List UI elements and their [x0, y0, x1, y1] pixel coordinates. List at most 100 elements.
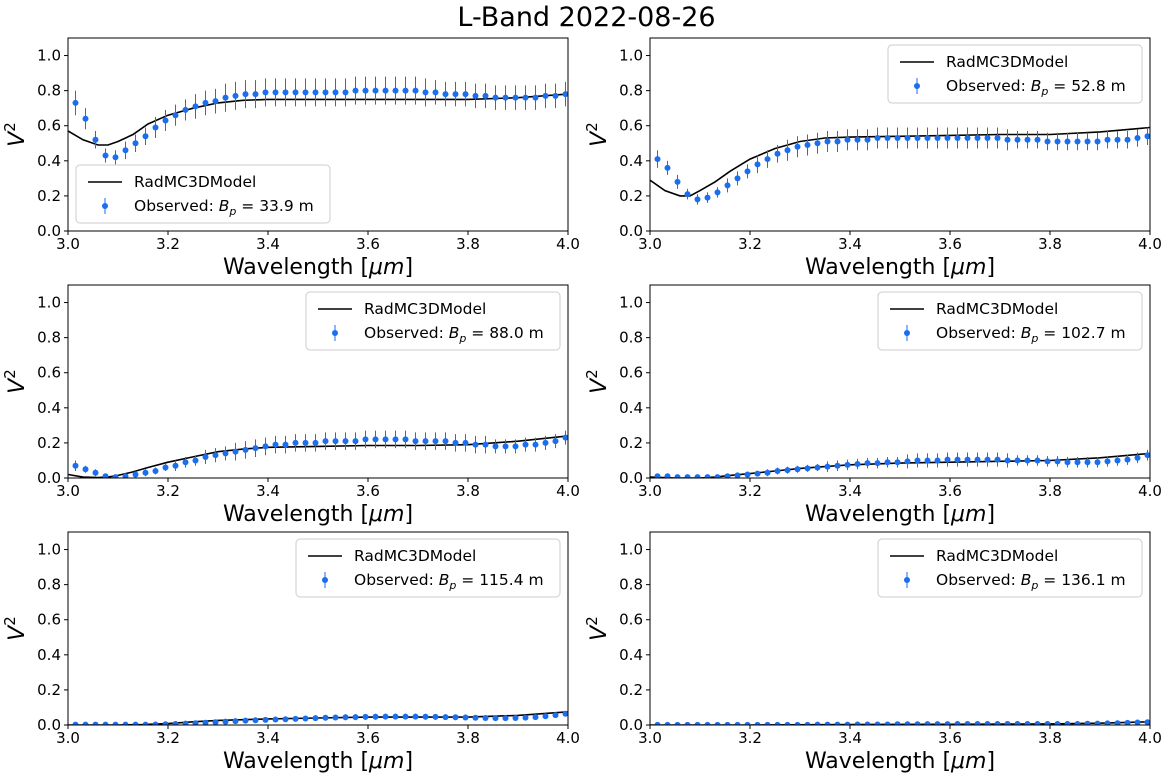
data-point [442, 714, 449, 721]
data-point [1094, 720, 1101, 725]
data-point [242, 91, 249, 98]
data-point [402, 713, 409, 720]
data-point [654, 721, 661, 725]
data-point [282, 716, 289, 723]
x-tick-label: 3.4 [838, 235, 862, 253]
legend-label-observed: Observed: Bp = 115.4 m [354, 571, 544, 592]
data-point [804, 142, 811, 149]
data-point [402, 87, 409, 94]
data-point [1054, 720, 1061, 725]
data-point [744, 721, 751, 725]
y-tick-label: 0.8 [37, 329, 61, 347]
data-point [102, 721, 109, 725]
data-point [1054, 138, 1061, 145]
data-point [704, 194, 711, 201]
data-point [482, 92, 489, 99]
legend: RadMC3DModel Observed: Bp = 88.0 m [305, 291, 561, 351]
data-point [272, 441, 279, 448]
data-point [794, 143, 801, 150]
x-tick-label: 3.4 [256, 729, 280, 747]
data-point [212, 452, 219, 459]
data-point [332, 89, 339, 96]
data-point [552, 92, 559, 99]
data-point [102, 473, 109, 478]
data-point [964, 135, 971, 142]
data-point [312, 439, 319, 446]
data-point [312, 89, 319, 96]
data-point [132, 471, 139, 478]
y-axis-label: V2 [583, 122, 612, 147]
data-point [1064, 720, 1071, 725]
data-point [1004, 457, 1011, 464]
data-point [1004, 136, 1011, 143]
data-point [252, 717, 259, 724]
x-tick-label: 3.2 [738, 482, 762, 500]
data-point [522, 714, 529, 721]
data-point [72, 99, 79, 106]
data-point [824, 138, 831, 145]
data-point [172, 720, 179, 725]
data-point [1084, 138, 1091, 145]
data-point [704, 474, 711, 478]
legend-marker-swatch [102, 203, 108, 209]
y-tick-label: 0.8 [37, 82, 61, 100]
x-tick-label: 4.0 [556, 235, 580, 253]
legend-label-observed: Observed: Bp = 52.8 m [946, 77, 1126, 98]
data-point [984, 720, 991, 725]
data-point [864, 136, 871, 143]
x-tick-label: 3.2 [738, 235, 762, 253]
legend-label-model: RadMC3DModel [134, 173, 256, 191]
data-point [502, 715, 509, 722]
y-tick-label: 0.8 [619, 82, 643, 100]
data-point [674, 721, 681, 725]
x-tick-label: 3.4 [838, 729, 862, 747]
legend-box [877, 291, 1143, 351]
data-point [302, 89, 309, 96]
data-point [492, 443, 499, 450]
data-point [934, 721, 941, 725]
data-point [684, 474, 691, 478]
data-point [432, 89, 439, 96]
subplot-4: 3.0 3.2 3.4 3.6 3.8 4.0 0.0 0.2 0.4 0.6 0.8 1.0 Wave… [583, 284, 1162, 527]
data-point [1104, 458, 1111, 465]
x-tick-label: 3.2 [156, 729, 180, 747]
data-point [874, 721, 881, 725]
data-point [924, 457, 931, 464]
data-point [764, 156, 771, 163]
data-point [372, 713, 379, 720]
data-point [974, 720, 981, 725]
data-point [694, 474, 701, 478]
y-tick-label: 0.0 [619, 716, 643, 734]
data-point [512, 714, 519, 721]
data-point [1094, 138, 1101, 145]
plot-area [68, 430, 568, 478]
data-point [192, 457, 199, 464]
data-point [202, 453, 209, 460]
legend: RadMC3DModel Observed: Bp = 136.1 m [877, 538, 1143, 598]
y-tick-label: 0.2 [619, 434, 643, 452]
data-point [734, 721, 741, 725]
data-point [1044, 458, 1051, 465]
data-point [502, 443, 509, 450]
y-axis-label: V2 [1, 122, 30, 147]
plot-area [650, 719, 1150, 725]
y-tick-label: 1.0 [37, 47, 61, 65]
data-point [1024, 457, 1031, 464]
x-tick-label: 3.4 [256, 482, 280, 500]
data-point [342, 714, 349, 721]
data-point [192, 103, 199, 110]
x-tick-label: 3.2 [156, 482, 180, 500]
data-point [884, 721, 891, 725]
data-point [844, 461, 851, 468]
data-point [914, 721, 921, 725]
x-tick-label: 3.8 [1038, 235, 1062, 253]
x-tick-label: 3.4 [838, 482, 862, 500]
data-point [362, 436, 369, 443]
y-tick-label: 0.0 [619, 222, 643, 240]
data-point [462, 439, 469, 446]
data-point [1074, 138, 1081, 145]
data-point [1114, 457, 1121, 464]
data-point [984, 135, 991, 142]
data-point [1014, 136, 1021, 143]
y-tick-label: 0.4 [37, 646, 61, 664]
